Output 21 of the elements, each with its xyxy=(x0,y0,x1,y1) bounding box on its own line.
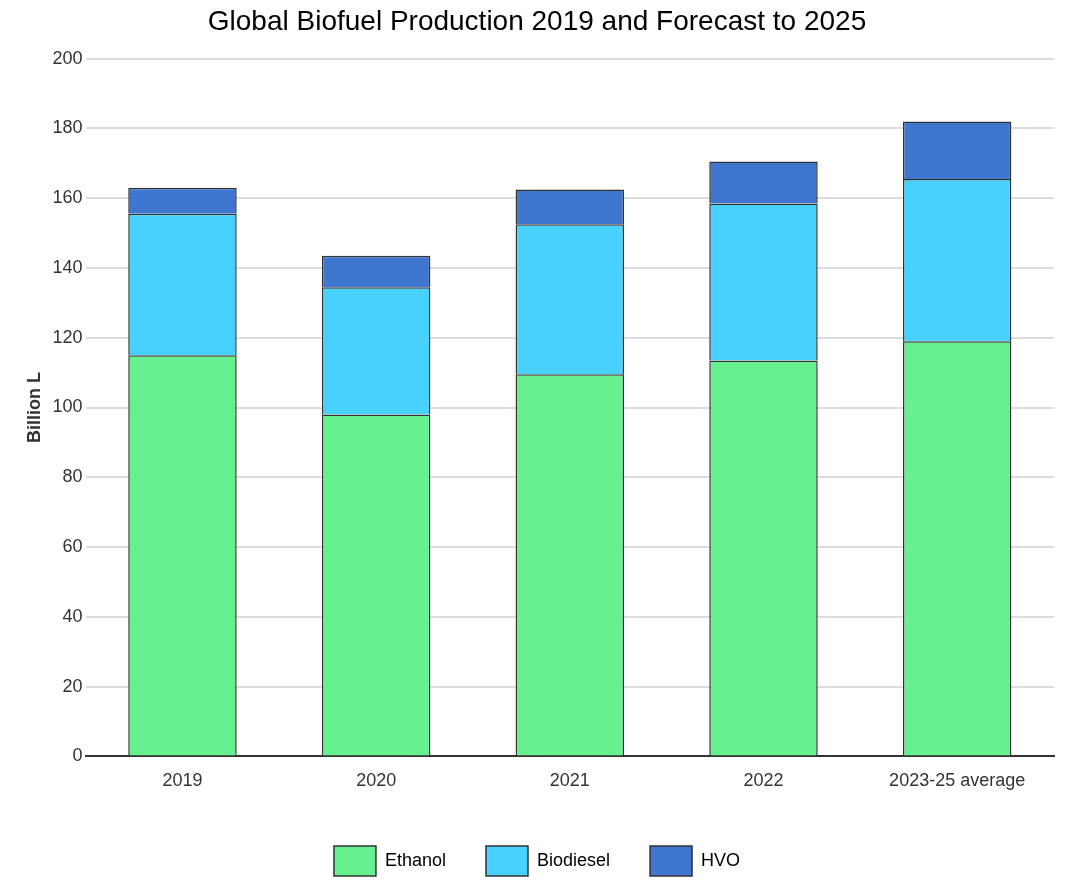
legend-label: HVO xyxy=(701,849,741,870)
y-tick-label: 180 xyxy=(52,117,83,138)
x-tick-label: 2019 xyxy=(162,770,203,791)
legend-label: Biodiesel xyxy=(537,849,611,870)
y-tick-label: 160 xyxy=(52,187,83,208)
y-tick-label: 0 xyxy=(72,745,83,766)
y-tick-label: 200 xyxy=(52,47,83,68)
x-tick-label: 2023-25 average xyxy=(889,770,1026,791)
y-tick-label: 40 xyxy=(62,605,83,626)
y-axis-title: Billion L xyxy=(23,372,44,443)
y-tick-label: 80 xyxy=(62,466,83,487)
legend-label: Ethanol xyxy=(384,849,447,870)
y-tick-label: 60 xyxy=(62,536,83,557)
y-tick-label: 100 xyxy=(52,396,83,417)
chart-title: Global Biofuel Production 2019 and Forecast to 2025 xyxy=(207,4,867,36)
x-tick-label: 2021 xyxy=(549,770,590,791)
x-tick-label: 2022 xyxy=(743,770,784,791)
y-tick-label: 120 xyxy=(52,326,83,347)
y-tick-label: 20 xyxy=(62,675,83,696)
x-tick-label: 2020 xyxy=(356,770,397,791)
y-tick-label: 140 xyxy=(52,256,83,277)
